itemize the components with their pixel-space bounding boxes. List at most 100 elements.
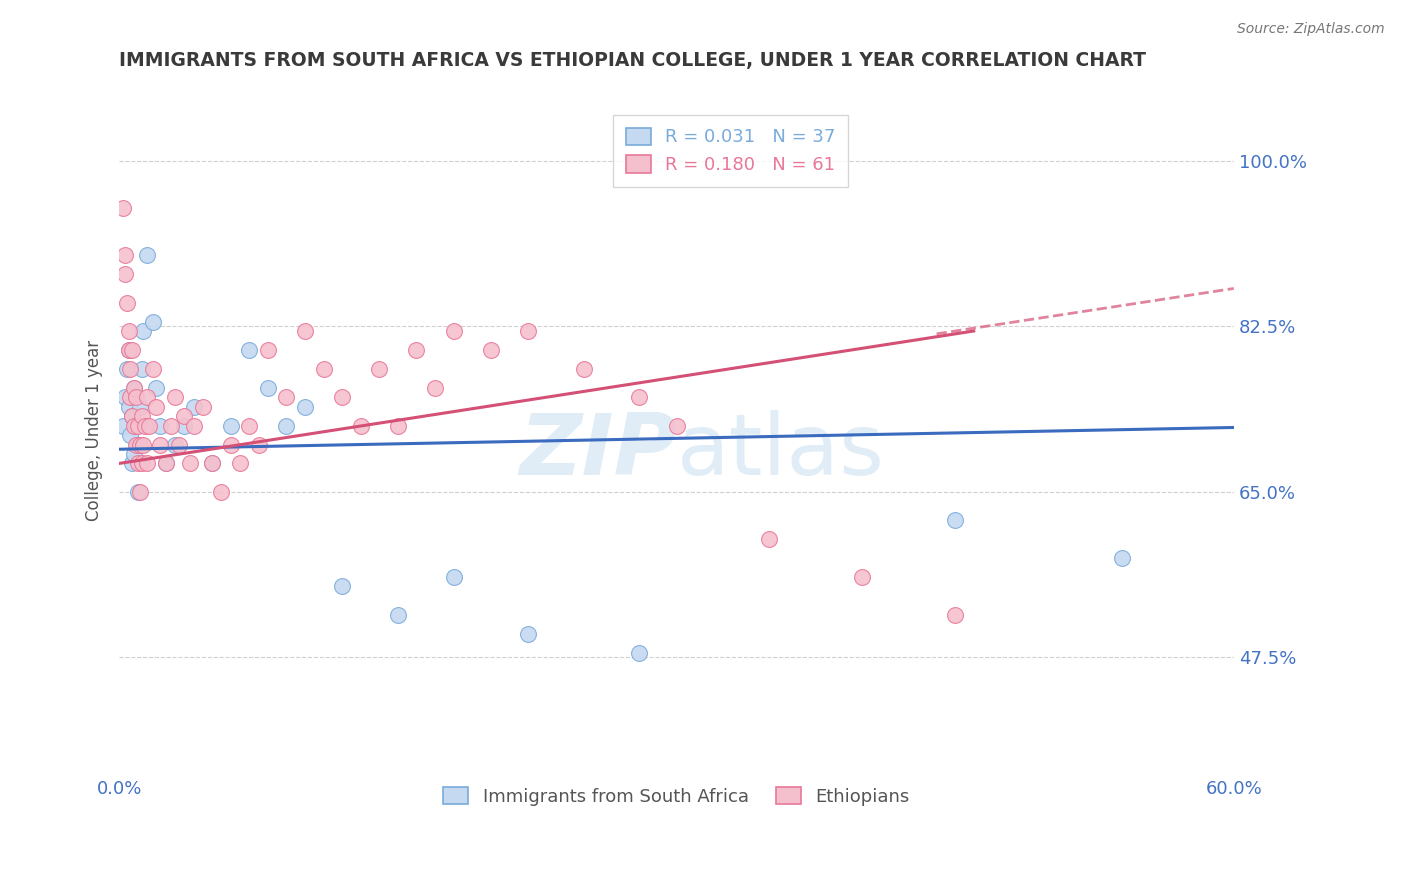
Point: [155, 457, 177, 471]
Point: [125, 418, 148, 433]
Point: [387, 418, 409, 433]
Point: [628, 646, 651, 660]
Point: [142, 314, 165, 328]
Point: [173, 409, 195, 424]
Point: [120, 362, 142, 376]
Point: [163, 437, 186, 451]
Point: [128, 437, 150, 451]
Legend: Immigrants from South Africa, Ethiopians: Immigrants from South Africa, Ethiopians: [434, 778, 920, 814]
Point: [238, 418, 260, 433]
Point: [125, 390, 148, 404]
Point: [145, 381, 167, 395]
Point: [121, 409, 143, 424]
Point: [115, 362, 138, 376]
Point: [943, 513, 966, 527]
Point: [117, 343, 139, 357]
Point: [443, 324, 465, 338]
Point: [145, 400, 167, 414]
Point: [117, 400, 139, 414]
Point: [155, 457, 177, 471]
Point: [131, 362, 153, 376]
Point: [257, 381, 280, 395]
Point: [120, 390, 142, 404]
Point: [294, 400, 316, 414]
Point: [758, 532, 780, 546]
Point: [121, 343, 143, 357]
Point: [138, 418, 160, 433]
Point: [136, 248, 159, 262]
Point: [219, 437, 242, 451]
Point: [628, 390, 651, 404]
Y-axis label: College, Under 1 year: College, Under 1 year: [86, 340, 103, 521]
Point: [136, 457, 159, 471]
Point: [1111, 551, 1133, 566]
Point: [132, 324, 155, 338]
Point: [276, 418, 298, 433]
Point: [247, 437, 270, 451]
Point: [330, 390, 353, 404]
Point: [330, 579, 353, 593]
Point: [443, 570, 465, 584]
Point: [368, 362, 391, 376]
Point: [209, 484, 232, 499]
Point: [117, 324, 139, 338]
Point: [114, 267, 136, 281]
Point: [115, 295, 138, 310]
Point: [201, 457, 224, 471]
Point: [142, 362, 165, 376]
Point: [572, 362, 595, 376]
Point: [183, 400, 205, 414]
Point: [183, 418, 205, 433]
Point: [111, 418, 134, 433]
Point: [312, 362, 335, 376]
Point: [132, 437, 155, 451]
Point: [149, 418, 172, 433]
Text: atlas: atlas: [676, 409, 884, 492]
Point: [122, 381, 145, 395]
Point: [387, 607, 409, 622]
Point: [131, 409, 153, 424]
Text: Source: ZipAtlas.com: Source: ZipAtlas.com: [1237, 22, 1385, 37]
Point: [127, 418, 149, 433]
Point: [114, 248, 136, 262]
Point: [943, 607, 966, 622]
Point: [516, 324, 538, 338]
Point: [122, 418, 145, 433]
Point: [238, 343, 260, 357]
Point: [229, 457, 252, 471]
Text: IMMIGRANTS FROM SOUTH AFRICA VS ETHIOPIAN COLLEGE, UNDER 1 YEAR CORRELATION CHAR: IMMIGRANTS FROM SOUTH AFRICA VS ETHIOPIA…: [120, 51, 1146, 70]
Point: [128, 484, 150, 499]
Point: [405, 343, 427, 357]
Point: [350, 418, 373, 433]
Point: [851, 570, 873, 584]
Point: [167, 437, 190, 451]
Point: [191, 400, 214, 414]
Point: [294, 324, 316, 338]
Point: [257, 343, 280, 357]
Point: [127, 484, 149, 499]
Text: ZIP: ZIP: [519, 409, 676, 492]
Point: [131, 457, 153, 471]
Point: [127, 457, 149, 471]
Point: [149, 437, 172, 451]
Point: [479, 343, 502, 357]
Point: [125, 437, 148, 451]
Point: [136, 390, 159, 404]
Point: [179, 457, 201, 471]
Point: [120, 428, 142, 442]
Point: [665, 418, 688, 433]
Point: [117, 343, 139, 357]
Point: [219, 418, 242, 433]
Point: [276, 390, 298, 404]
Point: [134, 418, 156, 433]
Point: [163, 390, 186, 404]
Point: [128, 400, 150, 414]
Point: [173, 418, 195, 433]
Point: [121, 457, 143, 471]
Point: [160, 418, 183, 433]
Point: [111, 201, 134, 215]
Point: [516, 626, 538, 640]
Point: [201, 457, 224, 471]
Point: [122, 381, 145, 395]
Point: [122, 447, 145, 461]
